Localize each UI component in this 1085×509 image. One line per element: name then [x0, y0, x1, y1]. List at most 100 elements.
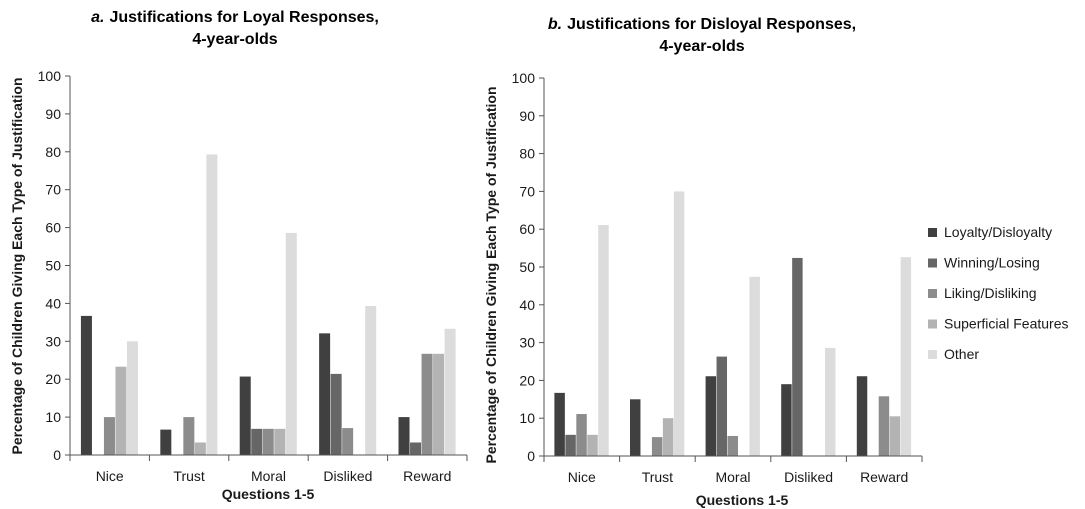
- y-tick-label: 80: [519, 146, 535, 162]
- bar-other-disliked: [365, 306, 377, 455]
- chart-b-title-prefix: b.: [548, 16, 562, 33]
- chart-a-title-line1: a. Justifications for Loyal Responses,: [91, 9, 379, 26]
- legend-label: Superficial Features: [944, 316, 1069, 332]
- bar-superficial-features-trust: [662, 418, 674, 456]
- x-tick-label: Reward: [860, 469, 908, 485]
- bar-other-nice: [126, 341, 138, 455]
- bar-liking-disliking-nice: [576, 414, 587, 456]
- x-tick-label: Nice: [96, 468, 124, 484]
- bar-loyalty-disloyalty-disliked: [319, 333, 331, 455]
- y-tick-label: 30: [519, 335, 535, 351]
- bar-winning-losing-disliked: [792, 257, 803, 456]
- x-tick-label: Trust: [642, 469, 673, 485]
- legend-label: Winning/Losing: [944, 255, 1040, 271]
- chart-a-title-line2: 4-year-olds: [192, 31, 277, 48]
- legend-label: Loyalty/Disloyalty: [944, 224, 1052, 240]
- bar-loyalty-disloyalty-trust: [629, 399, 641, 456]
- bar-loyalty-disloyalty-reward: [856, 376, 868, 456]
- bar-other-disliked: [825, 347, 836, 456]
- x-tick-label: Trust: [173, 468, 204, 484]
- chart-b-y-axis-title: Percentage of Children Giving Each Type …: [483, 86, 499, 463]
- bar-winning-losing-moral: [251, 428, 263, 455]
- y-tick-label: 100: [38, 68, 62, 84]
- x-tick-label: Reward: [403, 468, 451, 484]
- bar-superficial-features-moral: [274, 428, 286, 455]
- x-tick-label: Nice: [568, 469, 596, 485]
- bar-other-moral: [285, 232, 297, 455]
- bar-loyalty-disloyalty-moral: [705, 376, 717, 456]
- y-tick-label: 90: [519, 108, 535, 124]
- bar-superficial-features-reward: [889, 416, 901, 456]
- x-tick-label: Moral: [715, 469, 750, 485]
- bar-loyalty-disloyalty-moral: [239, 376, 251, 455]
- chart-a-title-text: Justifications for Loyal Responses,: [109, 9, 378, 26]
- y-tick-label: 60: [519, 221, 535, 237]
- chart-a-plot: 0 10 20 30 40 50 60 70 80 90 100 Nice Trust Moral Disl…: [38, 68, 468, 484]
- y-tick-label: 20: [45, 371, 61, 387]
- bar-loyalty-disloyalty-trust: [160, 429, 172, 455]
- bar-superficial-features-nice: [587, 434, 598, 456]
- y-tick-label: 20: [519, 372, 535, 388]
- chart-b-title-text: Justifications for Disloyal Responses,: [567, 16, 856, 33]
- bar-other-nice: [598, 225, 609, 456]
- y-tick-label: 40: [45, 295, 61, 311]
- y-tick-label: 50: [519, 259, 535, 275]
- bar-liking-disliking-trust: [183, 417, 195, 455]
- bar-loyalty-disloyalty-nice: [554, 392, 565, 456]
- chart-b-title-line2: 4-year-olds: [659, 38, 744, 55]
- bar-other-moral: [749, 276, 760, 456]
- y-tick-label: 70: [45, 182, 61, 198]
- y-tick-label: 60: [45, 220, 61, 236]
- chart-b-plot: 0 10 20 30 40 50 60 70 80 90 100 Nice Trust Moral Disl…: [512, 70, 923, 485]
- bar-other-reward: [900, 257, 912, 456]
- bar-superficial-features-nice: [115, 366, 127, 455]
- y-tick-label: 30: [45, 333, 61, 349]
- y-tick-label: 40: [519, 297, 535, 313]
- bar-loyalty-disloyalty-reward: [398, 417, 410, 455]
- chart-a: a. Justifications for Loyal Responses, 4-…: [9, 9, 468, 502]
- x-tick-label: Disliked: [784, 469, 833, 485]
- legend-swatch: [928, 228, 937, 237]
- bar-winning-losing-moral: [716, 356, 728, 456]
- legend-label: Other: [944, 346, 979, 362]
- bar-liking-disliking-reward: [878, 396, 890, 456]
- legend-swatch: [928, 258, 937, 268]
- y-tick-label: 90: [45, 106, 61, 122]
- bar-other-reward: [444, 328, 456, 455]
- y-tick-label: 10: [45, 409, 61, 425]
- y-tick-label: 50: [45, 258, 61, 274]
- bar-superficial-features-reward: [433, 353, 445, 455]
- legend-swatch: [928, 319, 937, 329]
- bar-liking-disliking-reward: [421, 353, 433, 455]
- chart-b: b. Justifications for Disloyal Responses,…: [483, 16, 923, 508]
- bar-liking-disliking-nice: [103, 417, 115, 455]
- x-tick-label: Moral: [251, 468, 286, 484]
- bar-winning-losing-reward: [410, 442, 422, 455]
- y-tick-label: 10: [519, 410, 535, 426]
- bar-liking-disliking-trust: [651, 437, 663, 456]
- chart-b-title-line1: b. Justifications for Disloyal Responses,: [548, 16, 856, 33]
- bar-liking-disliking-moral: [727, 435, 738, 456]
- bar-winning-losing-nice: [565, 434, 576, 456]
- bar-winning-losing-disliked: [330, 373, 342, 455]
- chart-b-x-axis-title: Questions 1-5: [696, 492, 789, 508]
- bar-other-trust: [673, 191, 685, 456]
- y-tick-label: 0: [527, 448, 535, 464]
- chart-a-y-axis-title: Percentage of Children Giving Each Type …: [9, 77, 25, 454]
- y-tick-label: 0: [53, 447, 61, 463]
- y-tick-label: 70: [519, 183, 535, 199]
- y-tick-label: 100: [512, 70, 536, 86]
- x-tick-label: Disliked: [323, 468, 372, 484]
- bar-loyalty-disloyalty-disliked: [781, 384, 792, 456]
- legend-swatch: [928, 350, 937, 359]
- legend-swatch: [928, 289, 937, 298]
- legend: Loyalty/Disloyalty Winning/Losing Liking/D…: [928, 224, 1069, 362]
- bar-other-trust: [206, 154, 218, 455]
- chart-a-title-prefix: a.: [91, 9, 104, 26]
- y-tick-label: 80: [45, 144, 61, 160]
- bar-liking-disliking-moral: [262, 428, 274, 455]
- legend-label: Liking/Disliking: [944, 285, 1037, 301]
- bar-superficial-features-trust: [194, 442, 206, 455]
- bar-liking-disliking-disliked: [342, 428, 354, 455]
